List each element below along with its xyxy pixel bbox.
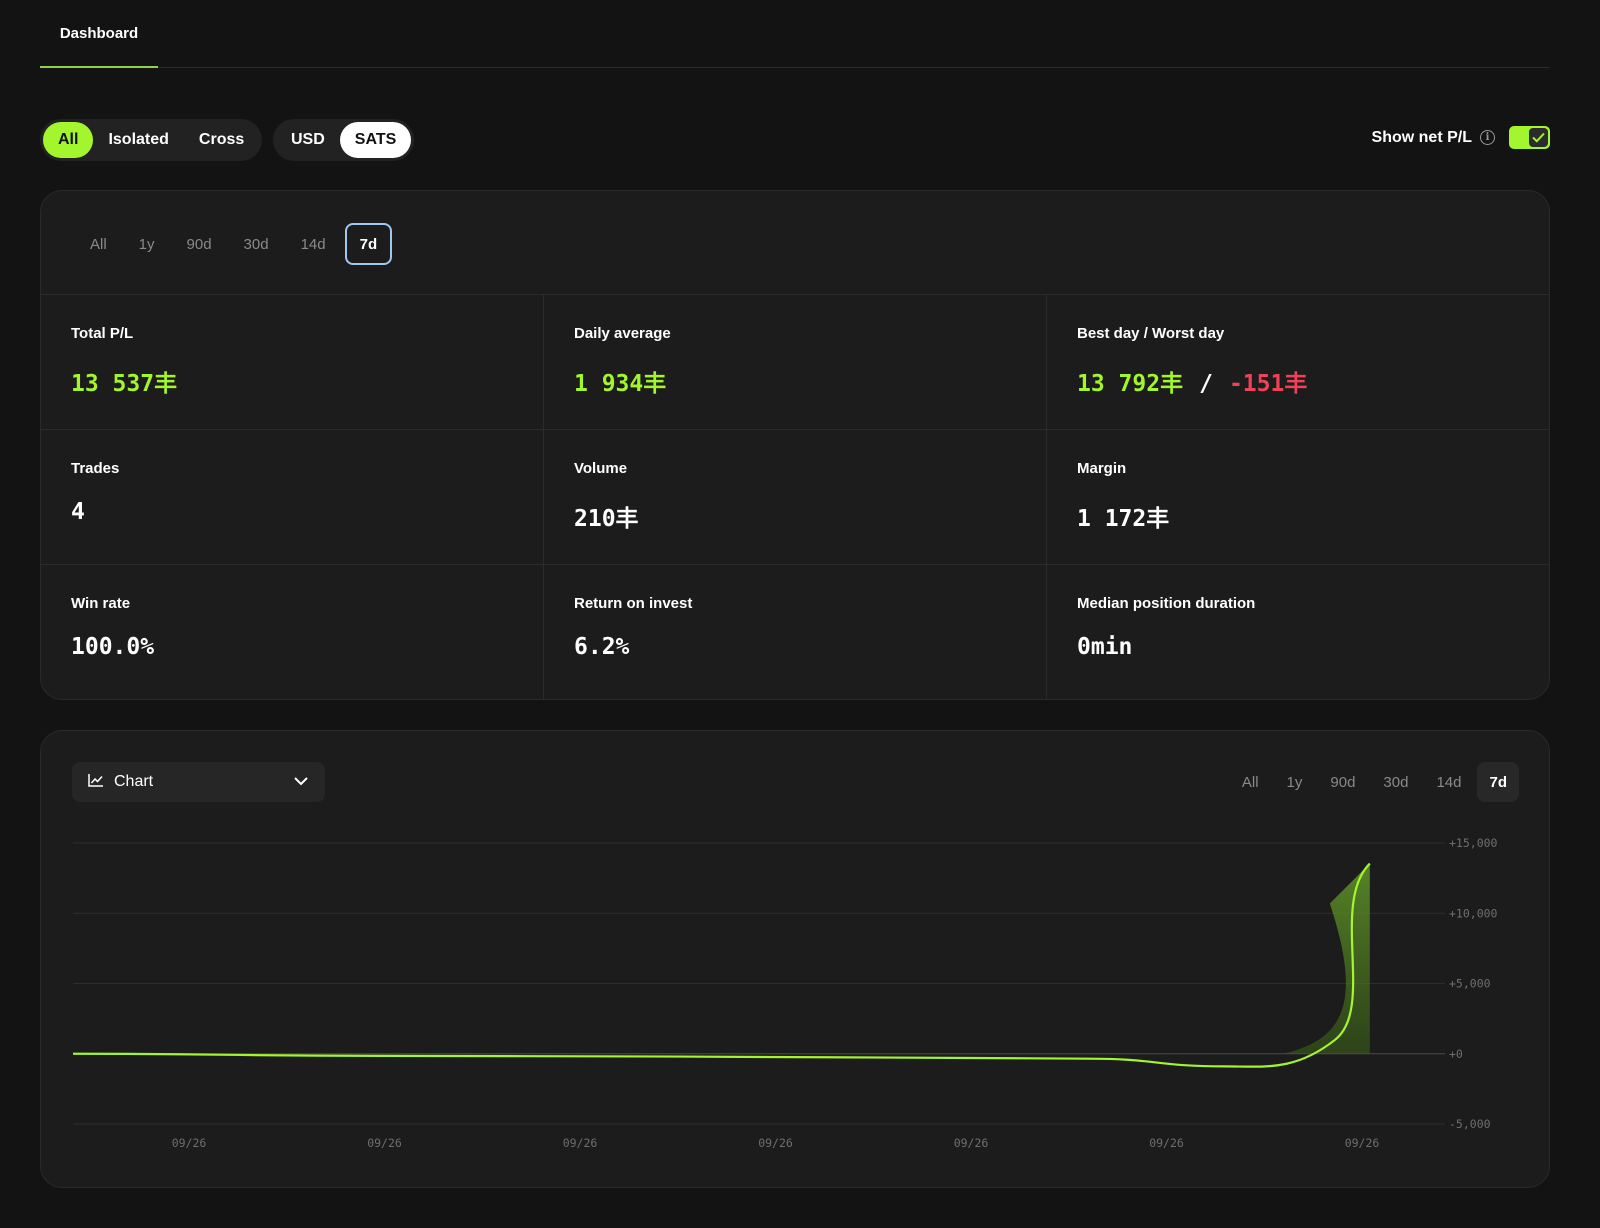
stat-value: 1 172 丰	[1077, 499, 1521, 533]
currency-filter: USD SATS	[273, 119, 415, 161]
chart-period-14d[interactable]: 14d	[1436, 773, 1462, 791]
stats-period-30d[interactable]: 30d	[243, 235, 269, 253]
sats-icon: 丰	[154, 371, 178, 397]
stat-total-pl: Total P/L 13 537 丰	[41, 295, 544, 430]
x-tick-label: 09/26	[954, 1136, 989, 1150]
stat-label: Trades	[71, 460, 120, 477]
top-navigation: Dashboard	[40, 0, 1550, 68]
info-icon[interactable]: i	[1480, 130, 1495, 145]
stat-return-on-invest: Return on invest 6.2%	[544, 565, 1047, 699]
stat-value: 210 丰	[574, 499, 1016, 533]
y-tick-label: -5,000	[1449, 1117, 1491, 1131]
stat-value: 0min	[1077, 634, 1133, 660]
stats-period-7d[interactable]: 7d	[344, 223, 393, 265]
currency-sats-button[interactable]: SATS	[339, 122, 412, 158]
x-tick-label: 09/26	[563, 1136, 598, 1150]
separator: /	[1199, 371, 1213, 397]
chart-view-select[interactable]: Chart	[72, 762, 325, 802]
stats-period-90d[interactable]: 90d	[186, 235, 212, 253]
net-pl-toggle[interactable]	[1509, 126, 1550, 149]
pl-chart: +15,000 +10,000 +5,000 +0 -5,000 09/26 09/26 09…	[72, 836, 1498, 1150]
y-tick-label: +0	[1449, 1047, 1463, 1061]
stats-period-14d[interactable]: 14d	[300, 235, 326, 253]
stats-card: All 1y 90d 30d 14d 7d Total P/L 13 537 丰 …	[40, 190, 1550, 700]
x-tick-label: 09/26	[1149, 1136, 1184, 1150]
y-tick-label: +15,000	[1449, 836, 1498, 850]
chart-period-30d[interactable]: 30d	[1383, 773, 1409, 791]
net-pl-label: Show net P/L	[1371, 128, 1472, 146]
sats-icon: 丰	[1146, 506, 1170, 532]
filter-all-button[interactable]: All	[43, 122, 94, 158]
sats-icon: 丰	[643, 371, 667, 397]
stat-label: Best day / Worst day	[1077, 325, 1225, 342]
worst-day-value: -151	[1228, 371, 1285, 397]
stat-value: 4	[71, 499, 85, 525]
y-tick-label: +5,000	[1449, 977, 1491, 991]
chart-period-1y[interactable]: 1y	[1286, 773, 1303, 791]
stat-label: Margin	[1077, 460, 1127, 477]
chart-series-line	[72, 862, 1371, 1068]
stat-label: Median position duration	[1077, 595, 1256, 612]
stat-label: Volume	[574, 460, 628, 477]
stat-value: 13 537 丰	[71, 364, 513, 398]
sats-icon: 丰	[615, 506, 639, 532]
stat-margin: Margin 1 172 丰	[1047, 430, 1549, 565]
currency-usd-button[interactable]: USD	[291, 131, 325, 148]
best-day-value: 13 792	[1077, 371, 1161, 397]
chart-period-90d[interactable]: 90d	[1330, 773, 1356, 791]
y-tick-label: +10,000	[1449, 906, 1498, 920]
tab-dashboard[interactable]: Dashboard	[40, 0, 158, 68]
chart-area	[1283, 863, 1370, 1054]
sats-icon: 丰	[1284, 371, 1308, 397]
stat-value: 100.0%	[71, 634, 155, 660]
x-tick-label: 09/26	[758, 1136, 793, 1150]
stat-label: Return on invest	[574, 595, 693, 612]
chart-period-all[interactable]: All	[1241, 773, 1259, 791]
stats-grid: Total P/L 13 537 丰 Daily average 1 934 丰 B…	[41, 294, 1549, 699]
margin-type-filter: All Isolated Cross	[40, 119, 263, 161]
stat-median-duration: Median position duration 0min	[1047, 565, 1549, 699]
stat-trades: Trades 4	[41, 430, 544, 565]
x-tick-label: 09/26	[367, 1136, 402, 1150]
check-icon	[1529, 128, 1548, 147]
x-tick-label: 09/26	[172, 1136, 207, 1150]
stat-daily-average: Daily average 1 934 丰	[544, 295, 1047, 430]
stat-label: Win rate	[71, 595, 131, 612]
stat-volume: Volume 210 丰	[544, 430, 1047, 565]
net-pl-control: Show net P/L i	[1372, 126, 1550, 149]
stats-period-all[interactable]: All	[90, 235, 107, 253]
stat-value: 13 792 丰 / -151 丰	[1077, 364, 1521, 398]
stats-period-1y[interactable]: 1y	[138, 235, 155, 253]
stat-best-worst-day: Best day / Worst day 13 792 丰 / -151 丰	[1047, 295, 1549, 430]
chart-period-selector: All 1y 90d 30d 14d 7d	[1230, 762, 1519, 802]
chart-view-label: Chart	[114, 773, 154, 790]
line-chart-icon	[88, 773, 104, 792]
stat-label: Total P/L	[71, 325, 134, 342]
stat-win-rate: Win rate 100.0%	[41, 565, 544, 699]
filter-isolated-button[interactable]: Isolated	[108, 131, 169, 148]
x-tick-label: 09/26	[1345, 1136, 1380, 1150]
chart-card: +15,000 +10,000 +5,000 +0 -5,000 09/26 09/26 09…	[40, 730, 1550, 1188]
filter-cross-button[interactable]: Cross	[198, 131, 245, 148]
chart-period-7d[interactable]: 7d	[1477, 762, 1519, 802]
sats-icon: 丰	[1160, 371, 1184, 397]
stat-value: 6.2%	[574, 634, 630, 660]
chevron-down-icon	[293, 773, 309, 791]
stats-period-selector: All 1y 90d 30d 14d 7d	[77, 223, 393, 265]
stat-value: 1 934 丰	[574, 364, 1016, 398]
stat-label: Daily average	[574, 325, 671, 342]
